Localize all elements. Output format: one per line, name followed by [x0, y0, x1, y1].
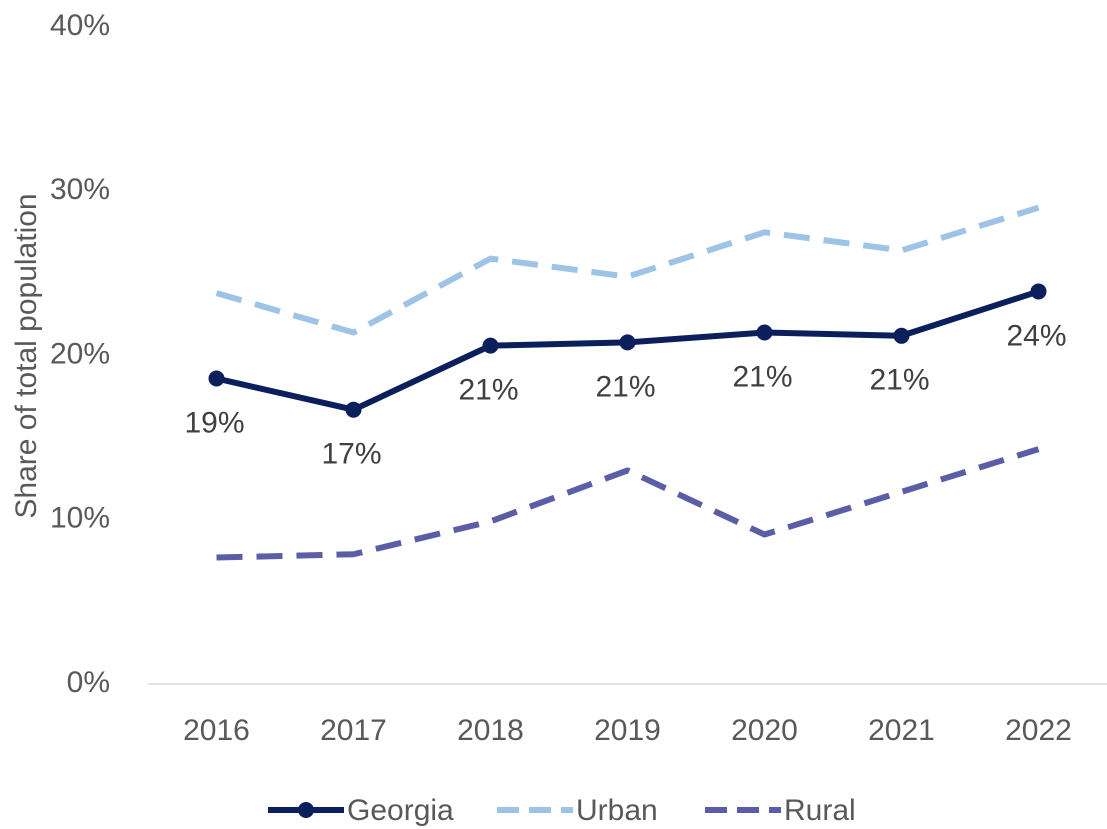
y-tick-label: 20% — [50, 337, 110, 370]
data-label: 21% — [732, 360, 792, 393]
legend-label: Urban — [576, 794, 658, 827]
line-2 — [216, 446, 1040, 561]
marker — [756, 324, 773, 341]
y-tick-label: 30% — [50, 173, 110, 206]
data-label: 17% — [321, 438, 381, 471]
marker — [619, 334, 636, 351]
x-tick-label: 2017 — [320, 714, 387, 747]
x-tick-label: 2018 — [457, 714, 524, 747]
x-tick-label: 2020 — [731, 714, 798, 747]
legend-marker — [298, 802, 314, 818]
data-label: 19% — [184, 406, 244, 439]
marker — [893, 327, 910, 344]
data-label: 21% — [458, 374, 518, 407]
line-1 — [215, 204, 1040, 336]
y-tick-label: 40% — [50, 9, 110, 42]
x-tick-label: 2019 — [594, 714, 661, 747]
marker — [1030, 283, 1047, 300]
marker — [208, 370, 225, 387]
x-tick-label: 2016 — [183, 714, 250, 747]
data-label: 24% — [1006, 319, 1066, 352]
marker — [482, 337, 499, 354]
data-label: 21% — [869, 364, 929, 397]
marker — [345, 401, 362, 418]
y-tick-label: 0% — [67, 666, 110, 699]
legend-label: Georgia — [347, 794, 454, 827]
x-tick-label: 2022 — [1005, 714, 1072, 747]
y-tick-label: 10% — [50, 502, 110, 535]
y-axis-label: Share of total population — [10, 193, 43, 518]
data-label: 21% — [595, 370, 655, 403]
legend-label: Rural — [784, 794, 856, 827]
x-tick-label: 2021 — [868, 714, 935, 747]
